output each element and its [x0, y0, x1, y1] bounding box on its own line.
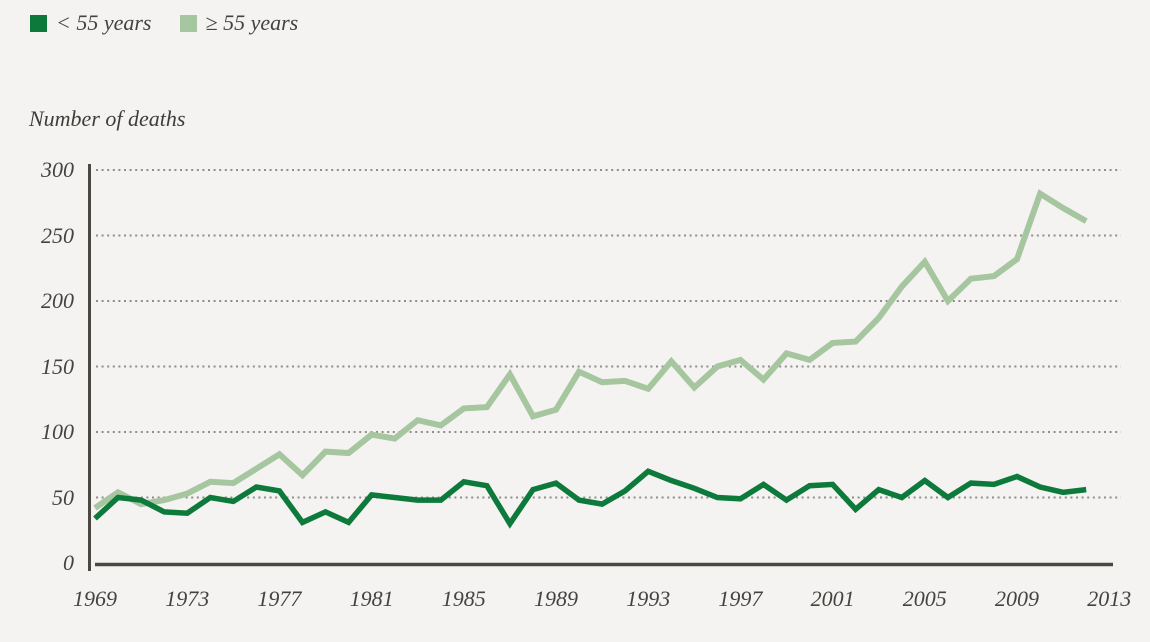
x-tick-label-1969: 1969	[73, 586, 117, 611]
legend-item-over-55: ≥ 55 years	[179, 10, 299, 35]
x-tick-label-2005: 2005	[902, 586, 947, 611]
x-tick-label-1997: 1997	[718, 586, 763, 611]
legend: < 55 years ≥ 55 years	[30, 12, 298, 34]
legend-item-under-55: < 55 years	[30, 12, 152, 34]
y-tick-label-0: 0	[63, 550, 74, 575]
x-tick-label-2009: 2009	[995, 586, 1039, 611]
legend-label-under-55: < 55 years	[56, 10, 152, 35]
y-axis-title: Number of deaths	[29, 106, 186, 131]
x-tick-label-2013: 2013	[1087, 586, 1132, 611]
x-tick-label-1977: 1977	[257, 586, 302, 611]
x-tick-label-1973: 1973	[165, 586, 210, 611]
y-tick-label-300: 300	[41, 157, 74, 182]
legend-swatch-under-55-icon	[30, 14, 47, 32]
x-tick-label-2001: 2001	[810, 586, 855, 611]
legend-label-over-55: ≥ 55 years	[205, 10, 299, 35]
y-tick-label-100: 100	[41, 419, 74, 444]
x-tick-label-1981: 1981	[349, 586, 394, 611]
x-tick-label-1985: 1985	[441, 586, 486, 611]
series-line-under-55	[93, 468, 1087, 529]
x-tick-label-1993: 1993	[626, 586, 671, 611]
y-tick-label-50: 50	[52, 484, 74, 510]
x-tick-label-1989: 1989	[534, 586, 578, 611]
y-tick-label-200: 200	[41, 288, 74, 313]
legend-swatch-over-55-icon	[179, 14, 197, 32]
series-line-over-55	[93, 189, 1088, 511]
y-tick-label-150: 150	[41, 353, 74, 379]
y-tick-label-250: 250	[41, 222, 74, 248]
